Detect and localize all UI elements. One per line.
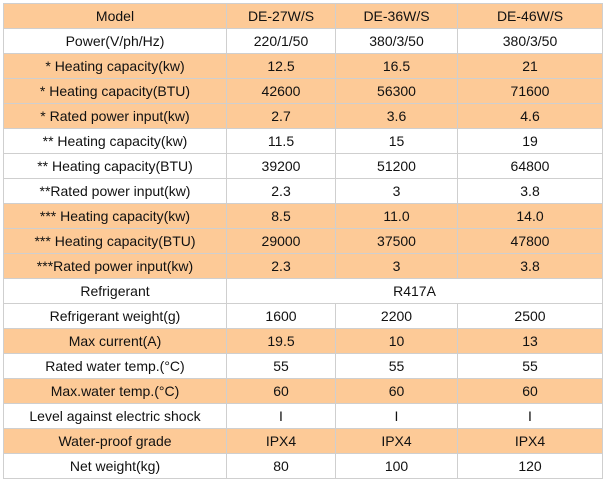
cell-value: 15 bbox=[335, 128, 458, 154]
row-label: Refrigerant bbox=[3, 278, 227, 304]
table-row: **Rated power input(kw) 2.3 3 3.8 bbox=[3, 178, 603, 204]
cell-value: 55 bbox=[226, 353, 336, 379]
row-label: Max.water temp.(°C) bbox=[3, 378, 227, 404]
row-label: Level against electric shock bbox=[3, 403, 227, 429]
row-label: * Rated power input(kw) bbox=[3, 103, 227, 129]
cell-value: 3 bbox=[335, 253, 458, 279]
cell-value: 55 bbox=[335, 353, 458, 379]
cell-value: 2.3 bbox=[226, 253, 336, 279]
table-row: ** Heating capacity(kw) 11.5 15 19 bbox=[3, 128, 603, 154]
cell-value: 29000 bbox=[226, 228, 336, 254]
cell-value: 80 bbox=[226, 453, 336, 479]
cell-value: IPX4 bbox=[335, 428, 458, 454]
row-label: Refrigerant weight(g) bbox=[3, 303, 227, 329]
row-label: * Heating capacity(kw) bbox=[3, 53, 227, 79]
cell-value: 11.5 bbox=[226, 128, 336, 154]
cell-value: 10 bbox=[335, 328, 458, 354]
cell-value: 2.7 bbox=[226, 103, 336, 129]
cell-value: 3.8 bbox=[457, 253, 603, 279]
cell-value: 51200 bbox=[335, 153, 458, 179]
row-label: Power(V/ph/Hz) bbox=[3, 28, 227, 54]
cell-value: 42600 bbox=[226, 78, 336, 104]
table-row: Max current(A) 19.5 10 13 bbox=[3, 328, 603, 354]
row-label: *** Heating capacity(BTU) bbox=[3, 228, 227, 254]
row-label: *** Heating capacity(kw) bbox=[3, 203, 227, 229]
header-cell: DE-27W/S bbox=[226, 3, 336, 29]
table-row: Refrigerant weight(g) 1600 2200 2500 bbox=[3, 303, 603, 329]
cell-value: 39200 bbox=[226, 153, 336, 179]
row-label: * Heating capacity(BTU) bbox=[3, 78, 227, 104]
cell-value: 55 bbox=[457, 353, 603, 379]
cell-value: 3.6 bbox=[335, 103, 458, 129]
cell-value: 13 bbox=[457, 328, 603, 354]
row-label: Max current(A) bbox=[3, 328, 227, 354]
cell-value: 64800 bbox=[457, 153, 603, 179]
cell-value: 60 bbox=[457, 378, 603, 404]
table-row: Max.water temp.(°C) 60 60 60 bbox=[3, 378, 603, 404]
cell-value: 71600 bbox=[457, 78, 603, 104]
row-label: Rated water temp.(°C) bbox=[3, 353, 227, 379]
row-label: ** Heating capacity(kw) bbox=[3, 128, 227, 154]
cell-value: IPX4 bbox=[226, 428, 336, 454]
table-row: Power(V/ph/Hz) 220/1/50 380/3/50 380/3/50 bbox=[3, 28, 603, 54]
cell-value: I bbox=[226, 403, 336, 429]
row-label: ** Heating capacity(BTU) bbox=[3, 153, 227, 179]
cell-value: 12.5 bbox=[226, 53, 336, 79]
cell-value: 60 bbox=[335, 378, 458, 404]
table-row: ***Rated power input(kw) 2.3 3 3.8 bbox=[3, 253, 603, 279]
cell-value: 2.3 bbox=[226, 178, 336, 204]
cell-value: 14.0 bbox=[457, 203, 603, 229]
cell-value: IPX4 bbox=[457, 428, 603, 454]
header-cell: Model bbox=[3, 3, 227, 29]
table-row: * Rated power input(kw) 2.7 3.6 4.6 bbox=[3, 103, 603, 129]
cell-value: 3.8 bbox=[457, 178, 603, 204]
header-cell: DE-46W/S bbox=[457, 3, 603, 29]
table-row: ** Heating capacity(BTU) 39200 51200 64800 bbox=[3, 153, 603, 179]
row-label: Water-proof grade bbox=[3, 428, 227, 454]
table-row: * Heating capacity(BTU) 42600 56300 71600 bbox=[3, 78, 603, 104]
table-row: *** Heating capacity(BTU) 29000 37500 47800 bbox=[3, 228, 603, 254]
cell-value: 3 bbox=[335, 178, 458, 204]
cell-value: 47800 bbox=[457, 228, 603, 254]
table-row: *** Heating capacity(kw) 8.5 11.0 14.0 bbox=[3, 203, 603, 229]
row-label: **Rated power input(kw) bbox=[3, 178, 227, 204]
cell-value: 100 bbox=[335, 453, 458, 479]
cell-value: 4.6 bbox=[457, 103, 603, 129]
header-row: Model DE-27W/S DE-36W/S DE-46W/S bbox=[3, 3, 603, 29]
spec-table: Model DE-27W/S DE-36W/S DE-46W/S Power(V… bbox=[3, 3, 603, 479]
cell-value: 56300 bbox=[335, 78, 458, 104]
cell-value: 19.5 bbox=[226, 328, 336, 354]
cell-value: 220/1/50 bbox=[226, 28, 336, 54]
header-cell: DE-36W/S bbox=[335, 3, 458, 29]
table-row: Water-proof grade IPX4 IPX4 IPX4 bbox=[3, 428, 603, 454]
cell-value: 16.5 bbox=[335, 53, 458, 79]
cell-value: 380/3/50 bbox=[457, 28, 603, 54]
row-label: ***Rated power input(kw) bbox=[3, 253, 227, 279]
row-label: Net weight(kg) bbox=[3, 453, 227, 479]
cell-value: 1600 bbox=[226, 303, 336, 329]
cell-value: 2200 bbox=[335, 303, 458, 329]
cell-value: I bbox=[457, 403, 603, 429]
cell-value: R417A bbox=[226, 278, 603, 304]
cell-value: 19 bbox=[457, 128, 603, 154]
cell-value: 120 bbox=[457, 453, 603, 479]
cell-value: I bbox=[335, 403, 458, 429]
cell-value: 21 bbox=[457, 53, 603, 79]
table-row: Level against electric shock I I I bbox=[3, 403, 603, 429]
cell-value: 60 bbox=[226, 378, 336, 404]
cell-value: 380/3/50 bbox=[335, 28, 458, 54]
table-row: * Heating capacity(kw) 12.5 16.5 21 bbox=[3, 53, 603, 79]
cell-value: 11.0 bbox=[335, 203, 458, 229]
cell-value: 2500 bbox=[457, 303, 603, 329]
cell-value: 8.5 bbox=[226, 203, 336, 229]
table-row: Refrigerant R417A bbox=[3, 278, 603, 304]
table-row: Net weight(kg) 80 100 120 bbox=[3, 453, 603, 479]
table-row: Rated water temp.(°C) 55 55 55 bbox=[3, 353, 603, 379]
cell-value: 37500 bbox=[335, 228, 458, 254]
